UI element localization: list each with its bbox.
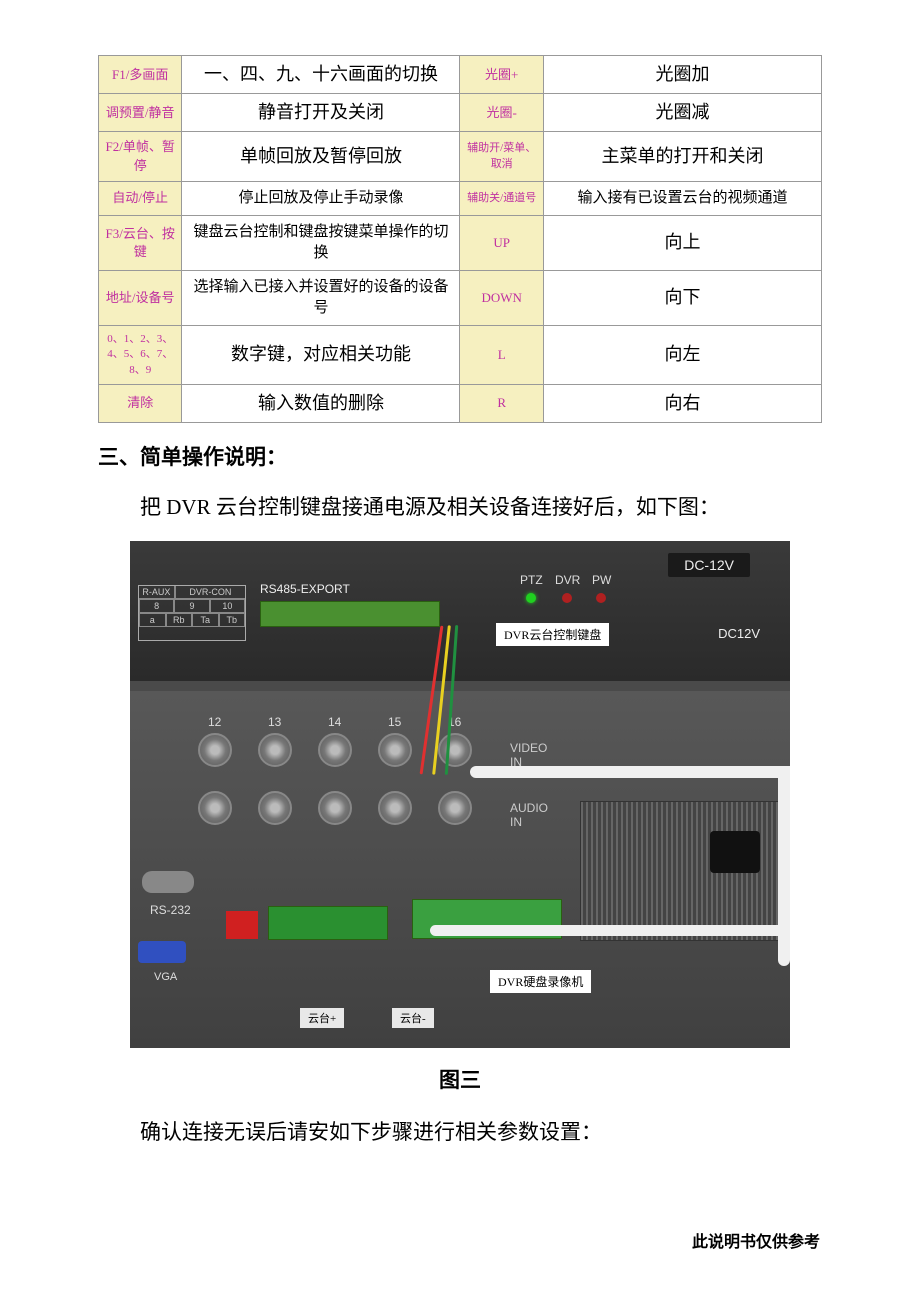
white-cable [778, 766, 790, 966]
key-label: 辅助开/菜单、取消 [460, 132, 543, 181]
white-cable [430, 925, 790, 936]
dvr-recorder-label: DVR硬盘录像机 [490, 970, 591, 993]
rs485-label: RS485-EXPORT [260, 582, 350, 596]
key-description: 向上 [543, 215, 821, 270]
key-label: DOWN [460, 270, 543, 325]
key-description: 停止回放及停止手动录像 [182, 181, 460, 215]
key-description: 输入数值的删除 [182, 384, 460, 422]
port-pin: Tb [219, 613, 246, 627]
dc12v-top-label: DC-12V [668, 553, 750, 577]
key-description: 键盘云台控制和键盘按键菜单操作的切换 [182, 215, 460, 270]
port-header-left: R-AUX [139, 586, 175, 599]
white-cable [470, 766, 790, 778]
ptz-led-label: PTZ [520, 573, 543, 587]
ptz-led [526, 593, 536, 603]
intro-paragraph: 把 DVR 云台控制键盘接通电源及相关设备连接好后，如下图： [98, 489, 822, 527]
port-pin: Ta [192, 613, 219, 627]
bnc-connector [318, 791, 352, 825]
pw-led-label: PW [592, 573, 611, 587]
key-description: 向左 [543, 325, 821, 384]
table-row: 自动/停止停止回放及停止手动录像辅助关/通道号输入接有已设置云台的视频通道 [99, 181, 822, 215]
function-table: F1/多画面一、四、九、十六画面的切换光圈+光圈加调预置/静音静音打开及关闭光圈… [98, 55, 822, 423]
key-label: 光圈- [460, 94, 543, 132]
section-heading: 三、简单操作说明： [98, 441, 822, 471]
rs485-terminal-lower [268, 906, 388, 940]
confirm-paragraph: 确认连接无误后请安如下步骤进行相关参数设置： [98, 1114, 822, 1152]
port-pin: Rb [166, 613, 193, 627]
key-description: 主菜单的打开和关闭 [543, 132, 821, 181]
port-group: R-AUX DVR-CON 8910 aRbTaTb [138, 585, 246, 641]
dvr-keyboard-label: DVR云台控制键盘 [496, 623, 609, 646]
key-label: 0、1、2、3、4、5、6、7、8、9 [99, 325, 182, 384]
key-description: 输入接有已设置云台的视频通道 [543, 181, 821, 215]
dvr-led-label: DVR [555, 573, 580, 587]
key-label: F2/单帧、暂停 [99, 132, 182, 181]
rs485-terminal [260, 601, 440, 627]
bnc-connector [438, 791, 472, 825]
bnc-connector [258, 733, 292, 767]
key-label: 清除 [99, 384, 182, 422]
table-row: 0、1、2、3、4、5、6、7、8、9数字键，对应相关功能L向左 [99, 325, 822, 384]
table-row: F2/单帧、暂停单帧回放及暂停回放辅助开/菜单、取消主菜单的打开和关闭 [99, 132, 822, 181]
key-description: 静音打开及关闭 [182, 94, 460, 132]
port-number: 8 [139, 599, 174, 613]
rs232-label: RS-232 [150, 903, 191, 917]
bnc-connector [378, 791, 412, 825]
key-description: 向右 [543, 384, 821, 422]
key-label: 辅助关/通道号 [460, 181, 543, 215]
figure-caption: 图三 [98, 1064, 822, 1094]
yuntai-plus-label: 云台+ [300, 1008, 344, 1028]
bnc-number: 14 [328, 715, 341, 729]
rs232-port [142, 871, 194, 893]
table-row: 清除输入数值的删除R向右 [99, 384, 822, 422]
key-label: UP [460, 215, 543, 270]
key-description: 单帧回放及暂停回放 [182, 132, 460, 181]
dc12v-side-label: DC12V [718, 626, 760, 641]
bnc-number: 15 [388, 715, 401, 729]
footer-note: 此说明书仅供参考 [692, 1228, 820, 1252]
bnc-number: 12 [208, 715, 221, 729]
bnc-connector [318, 733, 352, 767]
key-description: 一、四、九、十六画面的切换 [182, 56, 460, 94]
port-number: 9 [174, 599, 209, 613]
bnc-connector [198, 791, 232, 825]
port-pin: a [139, 613, 166, 627]
audio-in-label: AUDIO IN [510, 801, 548, 829]
table-row: F1/多画面一、四、九、十六画面的切换光圈+光圈加 [99, 56, 822, 94]
bnc-connector [438, 733, 472, 767]
table-row: F3/云台、按键键盘云台控制和键盘按键菜单操作的切换UP向上 [99, 215, 822, 270]
bnc-connector [198, 733, 232, 767]
table-row: 调预置/静音静音打开及关闭光圈-光圈减 [99, 94, 822, 132]
key-description: 数字键，对应相关功能 [182, 325, 460, 384]
port-header-right: DVR-CON [175, 586, 245, 599]
key-label: F3/云台、按键 [99, 215, 182, 270]
key-label: R [460, 384, 543, 422]
key-label: 光圈+ [460, 56, 543, 94]
vga-port [138, 941, 186, 963]
key-label: F1/多画面 [99, 56, 182, 94]
table-row: 地址/设备号选择输入已接入并设置好的设备的设备号DOWN向下 [99, 270, 822, 325]
key-label: 调预置/静音 [99, 94, 182, 132]
dip-switch [226, 911, 258, 939]
key-description: 向下 [543, 270, 821, 325]
key-description: 光圈减 [543, 94, 821, 132]
keyboard-controller-unit: R-AUX DVR-CON 8910 aRbTaTb RS485-EXPORT … [130, 541, 790, 681]
key-label: 自动/停止 [99, 181, 182, 215]
vga-label: VGA [154, 971, 177, 983]
key-description: 选择输入已接入并设置好的设备的设备号 [182, 270, 460, 325]
video-in-label: VIDEO IN [510, 741, 547, 769]
bnc-number: 13 [268, 715, 281, 729]
key-description: 光圈加 [543, 56, 821, 94]
dvr-led [562, 593, 572, 603]
bnc-connector [378, 733, 412, 767]
port-number: 10 [210, 599, 245, 613]
key-label: L [460, 325, 543, 384]
power-socket [710, 831, 760, 873]
yuntai-minus-label: 云台- [392, 1008, 434, 1028]
bnc-connector [258, 791, 292, 825]
pw-led [596, 593, 606, 603]
device-photo: R-AUX DVR-CON 8910 aRbTaTb RS485-EXPORT … [130, 541, 790, 1048]
key-label: 地址/设备号 [99, 270, 182, 325]
